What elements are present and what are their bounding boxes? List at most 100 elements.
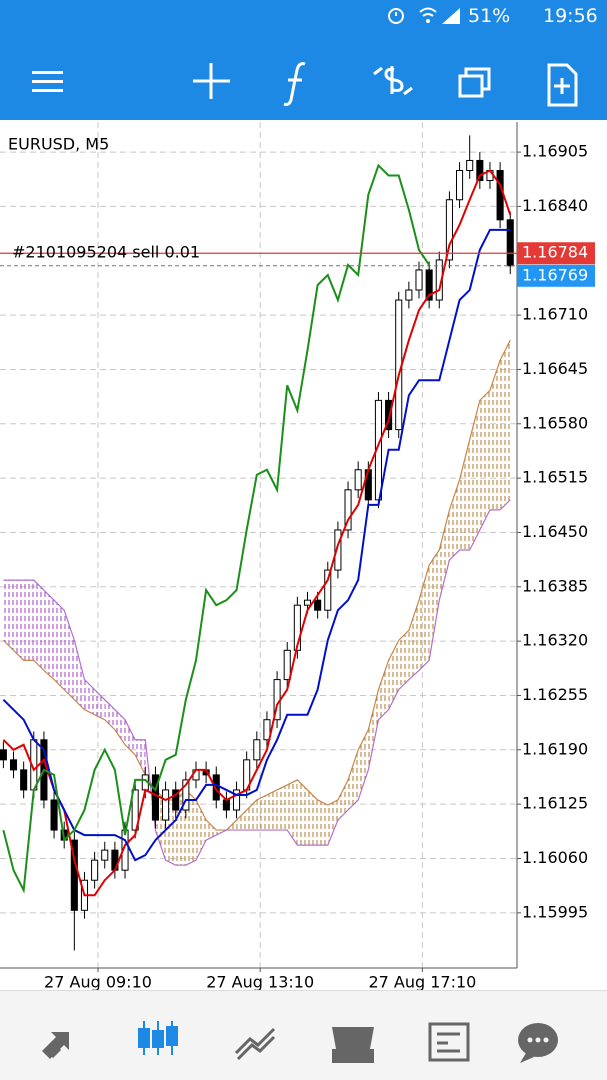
menu-button[interactable] <box>32 71 63 92</box>
candle-body <box>385 399 393 431</box>
y-tick-label: 1.16905 <box>522 142 588 161</box>
candle-body <box>253 739 261 761</box>
cloud-fill <box>104 699 115 730</box>
cloud-fill <box>43 590 55 680</box>
chart-tab[interactable] <box>138 1021 178 1055</box>
y-tick-label: 1.16320 <box>522 631 588 650</box>
candle-body <box>456 169 464 201</box>
candle-body <box>405 289 413 301</box>
candle-body <box>172 789 180 811</box>
indicators-button[interactable] <box>283 62 306 106</box>
clock: 19:56 <box>543 5 598 27</box>
news-tab[interactable] <box>428 1022 470 1062</box>
new-order-button[interactable] <box>547 63 578 107</box>
candle-body <box>334 529 342 571</box>
cloud-fill <box>327 799 338 846</box>
cloud-fill <box>64 610 75 700</box>
cloud-fill <box>449 479 460 561</box>
candle-body <box>0 749 7 761</box>
toolbar-icons <box>32 62 578 107</box>
toolbar <box>0 30 607 120</box>
bid-price: 1.16769 <box>522 265 588 284</box>
candle-body <box>91 859 99 881</box>
cloud-fill <box>459 439 470 551</box>
candle-body <box>445 199 453 261</box>
cloud-fill <box>500 340 511 510</box>
candle-body <box>496 169 504 221</box>
cloud-fill <box>388 640 399 710</box>
x-tick-label: 27 Aug 13:10 <box>206 973 314 992</box>
candle-body <box>506 219 514 267</box>
windows-button[interactable] <box>458 67 491 98</box>
indicator-line <box>2 228 511 862</box>
indicator-line <box>3 499 511 866</box>
cloud-fill <box>135 739 146 775</box>
cloud-fill <box>84 679 95 715</box>
candle-body <box>101 849 109 861</box>
status-bar: 51% 19:56 <box>0 0 607 30</box>
y-tick-label: 1.16515 <box>522 468 588 487</box>
cloud-fill <box>236 810 247 831</box>
cloud-fill <box>125 719 136 755</box>
cloud-fill <box>266 789 278 831</box>
candle-body <box>425 269 433 301</box>
y-tick-label: 1.16060 <box>522 848 588 867</box>
bottom-nav <box>0 990 607 1080</box>
indicator-line <box>2 169 512 897</box>
candle-body <box>466 159 474 171</box>
candle-body <box>50 799 58 831</box>
history-tab[interactable] <box>332 1027 374 1063</box>
y-tick-label: 1.16385 <box>522 576 588 595</box>
x-tick-label: 27 Aug 17:10 <box>368 973 476 992</box>
candle-body <box>415 269 423 291</box>
candle-body <box>182 779 190 811</box>
cloud-fill <box>206 820 217 841</box>
candle-body <box>162 789 170 821</box>
cloud-fill <box>439 509 450 601</box>
candle-body <box>20 769 28 791</box>
y-tick-label: 1.16645 <box>522 359 588 378</box>
cloud-fill <box>408 600 420 680</box>
order-price-box <box>517 242 595 265</box>
y-tick-label: 1.16255 <box>522 685 588 704</box>
candle-body <box>9 759 18 771</box>
cloud-fill <box>348 749 359 811</box>
candle-body <box>283 649 291 681</box>
crosshair-button[interactable] <box>193 63 230 99</box>
cloud-fill <box>368 689 379 770</box>
y-tick-label: 1.16710 <box>522 305 588 324</box>
candle-body <box>344 489 352 531</box>
cloud-fill <box>94 689 105 720</box>
plot-area <box>0 122 517 968</box>
cloud-fill <box>337 779 349 821</box>
candle-body <box>354 469 362 491</box>
cloud-fill <box>489 360 501 510</box>
y-tick-label: 1.16190 <box>522 739 588 758</box>
cloud-fill <box>378 660 389 720</box>
cloud-fill <box>297 779 308 846</box>
candle-body <box>263 719 271 741</box>
quotes-tab[interactable] <box>42 1032 69 1059</box>
candle-body <box>232 789 241 811</box>
candle-body <box>222 799 230 811</box>
cloud-fill <box>358 729 369 800</box>
order-label: #2101095204 sell 0.01 <box>12 243 200 262</box>
trade-tab[interactable] <box>234 1027 276 1061</box>
cloud-fill <box>13 580 24 661</box>
x-tick-label: 27 Aug 09:10 <box>44 973 152 992</box>
candle-body <box>70 839 78 911</box>
cloud-fill <box>54 600 65 690</box>
cloud-fill <box>256 794 267 831</box>
candle-body <box>293 604 301 651</box>
chart-title: EURUSD, M5 <box>8 135 109 154</box>
y-tick-label: 1.16125 <box>522 794 588 813</box>
y-tick-label: 1.15995 <box>522 902 588 921</box>
indicator-line <box>2 163 430 894</box>
trade-button[interactable] <box>373 66 413 96</box>
cloud-fill <box>398 630 409 690</box>
cloud-fill <box>3 580 14 651</box>
nav-icons <box>42 1021 558 1063</box>
chat-tab[interactable] <box>518 1023 558 1063</box>
y-tick-label: 1.16450 <box>522 522 588 541</box>
